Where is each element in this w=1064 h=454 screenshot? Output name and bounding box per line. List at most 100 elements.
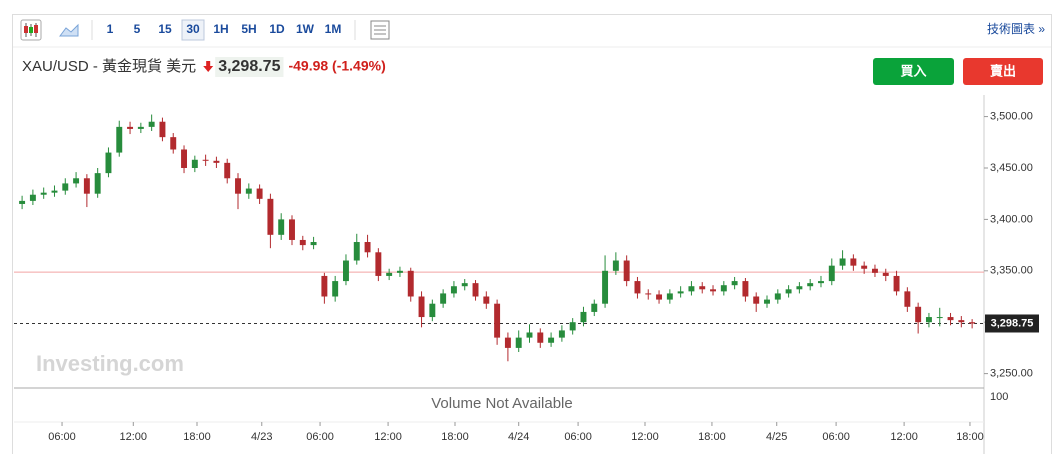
candle-body	[235, 178, 241, 194]
candle-body	[116, 126, 123, 153]
candle-body	[623, 260, 630, 282]
candle-body	[472, 283, 479, 297]
price-change: -49.98 (-1.49%)	[288, 58, 385, 74]
x-tick-label: 18:00	[441, 431, 469, 443]
candle-body	[202, 159, 209, 161]
candle-body	[537, 332, 544, 343]
plot: 3,250.003,300.003,350.003,400.003,450.00…	[14, 110, 1039, 443]
y-tick-label: 3,350.00	[990, 265, 1033, 277]
price-background	[215, 57, 284, 77]
candle-body	[742, 281, 749, 297]
buy-button-bg[interactable]	[873, 58, 954, 85]
sell-button[interactable]: 賣出	[963, 58, 1043, 85]
candle-body	[656, 294, 663, 300]
interval[interactable]: 1H	[213, 22, 228, 36]
candle-body	[343, 260, 349, 282]
candle-body	[936, 317, 943, 319]
candle-body	[839, 258, 846, 266]
candle-body	[310, 242, 317, 246]
last-price-label: 3,298.75	[991, 317, 1034, 329]
candle-body	[958, 320, 965, 323]
candle-body	[612, 260, 619, 271]
area-icon[interactable]	[59, 23, 79, 37]
candle-body	[828, 265, 835, 282]
candle-body	[396, 270, 403, 273]
y-tick-label: 3,400.00	[990, 213, 1033, 225]
candle-body	[429, 303, 436, 318]
last-price: 3,298.75	[218, 58, 280, 75]
candle-body	[753, 296, 760, 304]
candle-body	[720, 285, 727, 292]
sell-label[interactable]: 賣出	[990, 63, 1016, 78]
interval[interactable]: 30	[186, 22, 200, 36]
x-tick-label: 12:00	[890, 431, 918, 443]
candle-body	[440, 293, 447, 304]
x-tick-label: 06:00	[306, 431, 334, 443]
x-tick-label: 06:00	[822, 431, 850, 443]
interval[interactable]: 5H	[241, 22, 256, 36]
candle-body	[181, 149, 188, 168]
x-tick-label: 12:00	[120, 431, 148, 443]
candle-body	[688, 286, 695, 292]
candle-body	[526, 332, 533, 338]
candle-body	[127, 126, 134, 129]
x-tick-label: 06:00	[564, 431, 592, 443]
candle-body	[774, 293, 781, 300]
x-tick-label: 06:00	[48, 431, 76, 443]
candle-body	[602, 270, 609, 304]
interval[interactable]: 1M	[325, 22, 342, 36]
candle-body	[213, 160, 220, 163]
candle-body	[386, 272, 393, 276]
candle-body	[62, 183, 69, 191]
interval[interactable]: 15	[158, 22, 172, 36]
candle-body	[73, 178, 80, 184]
candle-body	[807, 283, 814, 287]
candle-body	[645, 293, 652, 295]
y-tick-label: 3,500.00	[990, 110, 1033, 122]
y-tick-label: 3,450.00	[990, 162, 1033, 174]
candle-body	[796, 286, 803, 290]
down-arrow	[203, 61, 214, 72]
candle-body	[904, 291, 911, 307]
candle-icon[interactable]	[20, 19, 42, 41]
symbol: XAU/USD - 黃金現貨 美元	[22, 58, 196, 75]
candle-body	[364, 242, 371, 253]
x-tick-label: 18:00	[698, 431, 726, 443]
candle-body	[332, 281, 339, 297]
interval[interactable]: 1W	[296, 22, 315, 36]
y-tick-label: 3,250.00	[990, 368, 1033, 380]
candle-body	[494, 303, 501, 338]
buy-label[interactable]: 買入	[900, 63, 926, 78]
candle-body	[40, 192, 47, 195]
x-tick-label: 4/24	[508, 431, 529, 443]
candle-body	[170, 137, 177, 150]
sell-button-bg[interactable]	[963, 58, 1043, 85]
candle-body	[558, 330, 565, 338]
candle-body	[785, 289, 792, 294]
x-tick-label: 12:00	[374, 431, 402, 443]
candle-body	[418, 296, 425, 318]
interval-bar: 1 5 15 30 1H 5H 1D 1W 1M	[107, 19, 342, 41]
candle-body	[764, 299, 770, 304]
candle-body	[947, 317, 954, 321]
candle-body	[548, 337, 555, 343]
x-tick-label: 4/23	[251, 431, 272, 443]
interval[interactable]: 5	[134, 22, 141, 36]
candle-body	[321, 275, 328, 297]
candle-body	[159, 121, 166, 138]
candle-body	[818, 281, 824, 284]
candle-body	[861, 265, 868, 269]
candle-body	[19, 200, 26, 204]
watermark: Investing.com	[36, 351, 184, 376]
interval[interactable]: 1D	[269, 22, 285, 36]
buy-button[interactable]: 買入	[873, 58, 954, 85]
interval[interactable]: 1	[107, 22, 114, 36]
frame	[12, 14, 1052, 454]
candle-body	[148, 121, 155, 127]
candle-body	[256, 188, 263, 199]
candle-body	[137, 126, 144, 129]
indicator-icon[interactable]	[370, 20, 390, 40]
technical-link[interactable]: 技術圖表 »	[987, 22, 1045, 36]
volume-message: Volume Not Available	[431, 395, 572, 412]
